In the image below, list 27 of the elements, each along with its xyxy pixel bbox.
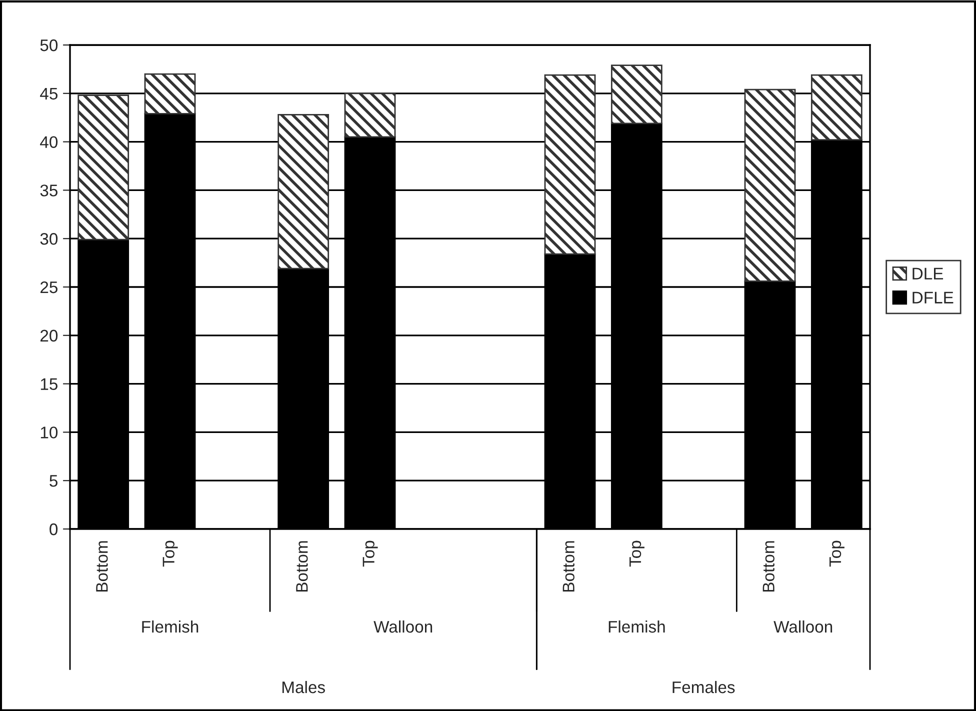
y-tick-label: 35	[40, 184, 58, 196]
x-tick-label: Bottom	[96, 541, 108, 592]
y-tick-label: 30	[40, 233, 58, 245]
x-tick-label: Top	[830, 540, 844, 567]
text: Flemish	[142, 620, 198, 633]
y-tick-label: 45	[40, 88, 58, 100]
x-tick-label: Top	[362, 540, 378, 567]
y-tick-label: 40	[40, 136, 58, 148]
y-tick-label: 10	[40, 426, 58, 438]
y-tick-label: 0	[50, 523, 58, 536]
legend-label: DFLE	[912, 292, 954, 304]
y-tick-label: 5	[50, 475, 58, 487]
text: Walloon	[774, 620, 832, 633]
x-tick-label: Top	[630, 540, 644, 567]
y-tick-label: 50	[40, 39, 58, 52]
x-tick-label: Bottom	[296, 541, 308, 592]
text: Males	[282, 680, 325, 694]
text: Walloon	[374, 620, 432, 633]
y-tick-label: 20	[40, 330, 58, 342]
y-tick-label: 25	[40, 281, 58, 294]
y-tick-label: 15	[40, 378, 58, 390]
x-tick-label: Bottom	[762, 541, 774, 592]
x-tick-label: Top	[162, 540, 178, 567]
legend-label: DLE	[912, 268, 944, 280]
text: Females	[672, 680, 735, 694]
text: Flemish	[608, 620, 665, 633]
x-tick-label: Bottom	[562, 541, 574, 592]
